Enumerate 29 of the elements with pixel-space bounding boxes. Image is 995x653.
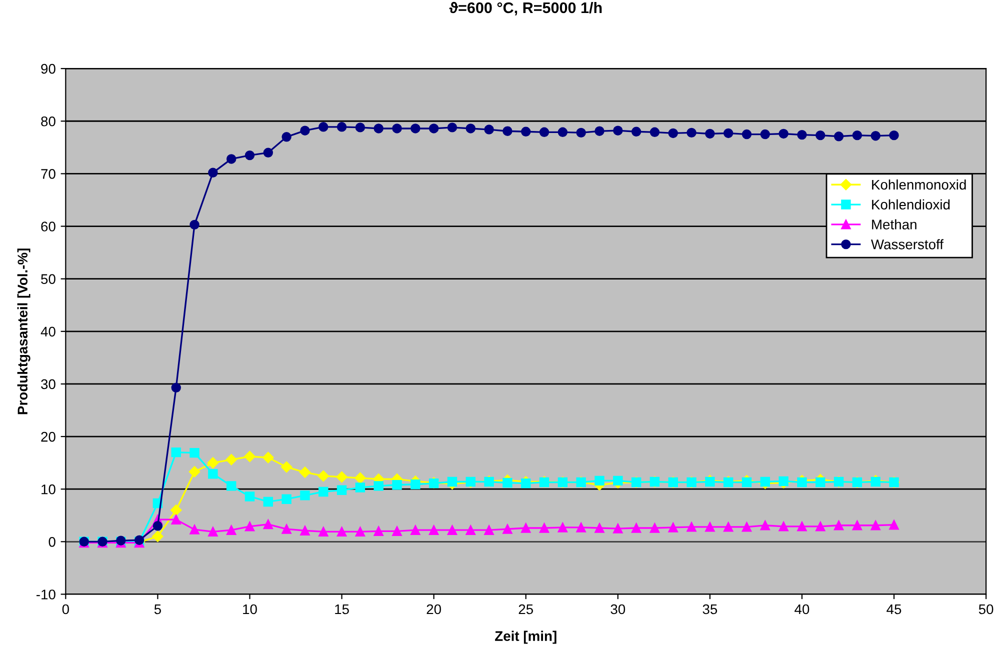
x-tick-label: 20	[426, 604, 441, 614]
y-tick-label: 0	[48, 537, 56, 547]
legend-label: Kohlenmonoxid	[872, 179, 966, 190]
y-tick-label: 20	[41, 432, 56, 442]
x-tick-label: 5	[154, 604, 161, 614]
x-tick-label: 40	[794, 604, 810, 614]
x-tick-label: 0	[62, 604, 69, 614]
y-tick-label: -10	[36, 590, 56, 600]
x-tick-label: 30	[610, 604, 626, 614]
y-axis-title: Produktgasanteil [Vol.-%]	[17, 248, 30, 414]
x-tick-label: 50	[978, 604, 994, 614]
x-tick-label: 35	[702, 604, 718, 614]
x-tick-label: 25	[518, 604, 533, 614]
x-axis-title: Zeit [min]	[495, 630, 556, 644]
y-tick-label: 80	[41, 116, 56, 126]
legend-label: Methan	[872, 219, 916, 230]
y-tick-label: 30	[41, 379, 56, 390]
x-tick-label: 15	[335, 604, 349, 614]
chart-title: ϑ=600 °C, R=5000 1/h	[449, 2, 602, 16]
legend-label: Wasserstoff	[871, 239, 944, 250]
x-tick-label: 45	[886, 604, 902, 614]
y-tick-label: 60	[41, 222, 56, 232]
y-tick-label: 40	[40, 326, 56, 337]
y-tick-label: 50	[41, 274, 56, 284]
y-tick-label: 70	[41, 169, 56, 179]
y-tick-label: 10	[42, 484, 56, 494]
x-tick-label: 10	[243, 604, 257, 614]
legend-label: Kohlendioxid	[872, 199, 950, 210]
y-tick-label: 90	[41, 64, 56, 74]
